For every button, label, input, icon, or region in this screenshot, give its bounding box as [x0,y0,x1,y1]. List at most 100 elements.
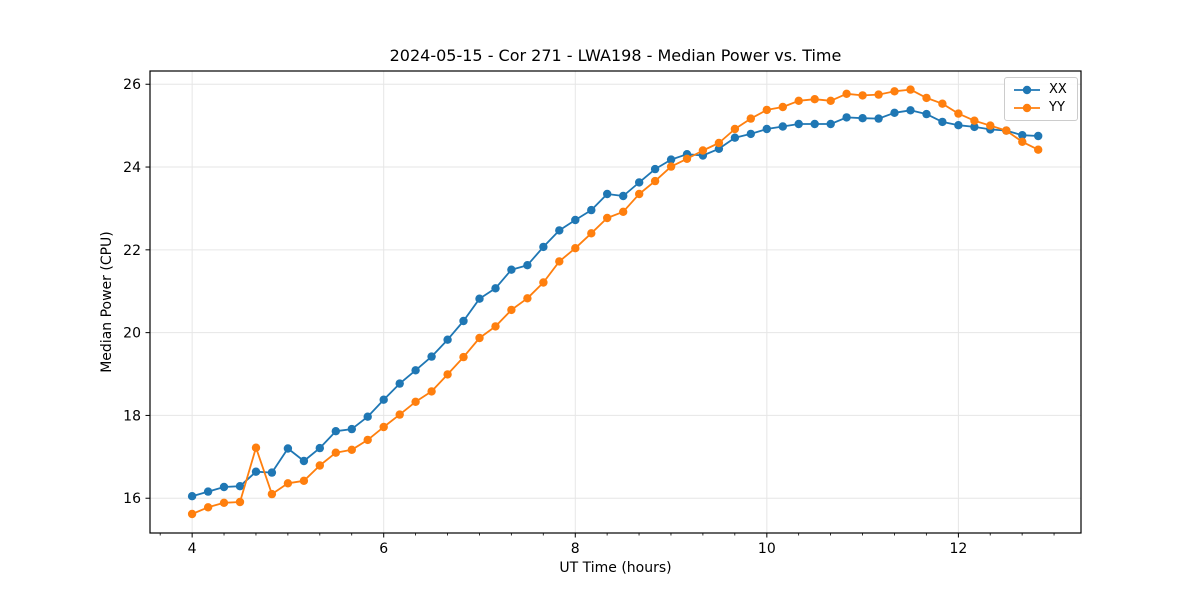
series-xx-line [191,109,1039,498]
series-xx-point [283,444,293,453]
series-yy-point [730,124,740,134]
plot-border [149,70,1082,534]
series-xx-point [571,215,580,225]
series-yy-point [778,102,787,112]
series-yy-point [267,489,277,499]
series-yy-point [650,176,660,186]
series-xx-point [299,456,309,466]
series-yy-point [299,476,309,485]
legend-line-marker-xx-icon [1014,85,1040,95]
series-xx-point [650,164,660,174]
series-yy-point [379,422,388,432]
series-xx-point [555,226,564,235]
series-yy-point [539,278,548,287]
series-xx-point [938,117,947,127]
series-xx-point [235,482,245,491]
y-tick-label: 26 [123,77,141,93]
legend: XX YY [1004,77,1078,121]
series-yy-point [938,99,947,108]
series-yy-point [523,294,532,303]
series-yy-point [890,87,899,96]
series-xx-point [491,284,500,293]
series-yy-point [970,116,979,125]
legend-item-xx: XX [1012,83,1067,97]
x-tick-label: 4 [188,541,197,557]
y-tick-label: 20 [123,326,141,342]
series-yy-point [826,96,835,106]
series-yy-point [251,443,261,452]
series-yy-point [874,90,883,99]
series-yy-point [986,121,995,130]
legend-label-xx: XX [1049,82,1067,97]
series-yy-point [954,109,963,118]
series-xx-point [331,427,340,436]
series-xx-point [603,189,612,199]
series-yy-point [347,445,356,454]
series-xx-point [922,109,931,119]
series-yy-point [427,387,436,396]
series-yy-point [906,85,915,94]
series-yy-point [331,448,340,457]
chart-title: 2024-05-15 - Cor 271 - LWA198 - Median P… [389,46,842,65]
series-xx-point [1018,131,1027,140]
series-yy-point [794,96,803,106]
series-xx-point [714,144,724,153]
series-yy-point [1034,145,1043,154]
series-yy-point [491,322,500,331]
series-xx-point [315,443,324,453]
series-yy-point [810,95,819,104]
series-xx-point [842,113,851,122]
series-xx-point [890,108,899,118]
series-xx-point [267,468,277,477]
series-yy-point [411,397,420,406]
series-yy-point [842,89,851,99]
series-yy-point [395,410,404,419]
series-xx-point [619,191,628,201]
series-xx-point [794,119,803,129]
series-xx-point [954,121,963,130]
series-yy-point [315,461,324,470]
series-yy-point [714,138,724,148]
series-xx-point [523,261,532,270]
series-xx-point [762,124,771,134]
series-xx-point [730,133,740,142]
series-xx-point [507,265,516,274]
series-yy-point [746,114,755,123]
x-axis-label: UT Time (hours) [559,560,672,576]
series-xx-point [635,178,644,187]
series-xx-point [746,129,755,139]
series-xx-point [347,424,356,434]
series-yy-point [235,497,245,507]
series-xx-point [187,492,197,501]
x-tick-label: 10 [758,541,776,557]
series-yy-point [507,305,516,315]
series-xx-point [874,114,883,123]
series-xx-point [379,395,388,404]
legend-label-yy: YY [1049,100,1065,115]
legend-item-yy: YY [1012,101,1067,115]
y-tick-label: 22 [123,243,141,259]
series-yy-point [762,105,771,115]
series-yy-point [475,333,484,343]
series-yy-point [443,370,452,379]
series-xx-point [810,119,819,129]
legend-line-marker-yy-icon [1014,103,1040,113]
series-yy-point [555,257,564,266]
y-tick-label: 18 [123,408,141,424]
series-xx-point [395,379,404,388]
series-yy-point [682,154,692,163]
series-yy-point [858,91,867,100]
series-xx-point [427,352,436,361]
series-xx-point [1034,131,1043,141]
series-yy-point [619,207,628,216]
series-xx-point [363,412,372,421]
series-xx-point [587,205,596,215]
series-xx-point [778,122,787,131]
series-xx-point [475,294,484,303]
series-yy-point [219,498,229,507]
series-yy-point [283,479,293,488]
series-yy-point [635,189,644,199]
x-tick-label: 6 [379,541,388,557]
